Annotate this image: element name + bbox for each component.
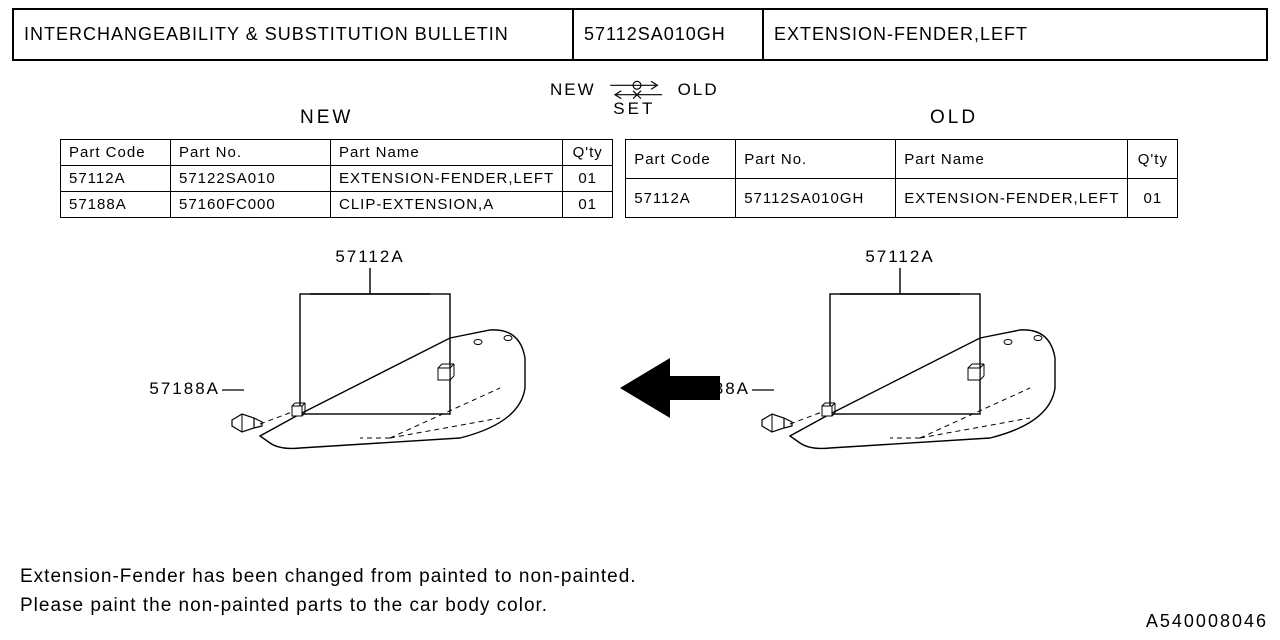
table-row: 57188A 57160FC000 CLIP-EXTENSION,A 01: [61, 192, 613, 218]
cell-no: 57160FC000: [171, 192, 331, 218]
col-qty: Q'ty: [563, 140, 613, 166]
note-line1: Extension-Fender has been changed from p…: [20, 563, 637, 592]
col-partcode: Part Code: [61, 140, 171, 166]
cell-name: CLIP-EXTENSION,A: [331, 192, 563, 218]
diagram-label-a: 57112A: [335, 247, 404, 266]
cell-no: 57122SA010: [171, 166, 331, 192]
old-heading: OLD: [930, 107, 978, 129]
diagram-area: 57112A: [60, 238, 1220, 498]
right-assembly: 57112A 57188A: [679, 247, 1055, 448]
cell-code: 57112A: [626, 179, 736, 218]
cell-qty: 01: [563, 166, 613, 192]
col-partname: Part Name: [896, 140, 1128, 179]
tables-row: Part Code Part No. Part Name Q'ty 57112A…: [60, 139, 1220, 218]
footnote: Extension-Fender has been changed from p…: [20, 563, 637, 620]
cell-name: EXTENSION-FENDER,LEFT: [331, 166, 563, 192]
header-partname: EXTENSION-FENDER,LEFT: [763, 9, 1267, 60]
table-row: 57112A 57112SA010GH EXTENSION-FENDER,LEF…: [626, 179, 1178, 218]
cell-name: EXTENSION-FENDER,LEFT: [896, 179, 1128, 218]
set-caption: SET: [550, 99, 719, 119]
document-id: A540008046: [1146, 611, 1268, 632]
col-qty: Q'ty: [1128, 140, 1178, 179]
cell-qty: 01: [563, 192, 613, 218]
set-row: NEW OLD NEW OLD SET: [60, 79, 1220, 139]
note-line2: Please paint the non-painted parts to th…: [20, 592, 637, 621]
set-arrows-icon: [602, 79, 672, 101]
header-partno: 57112SA010GH: [573, 9, 763, 60]
col-partcode: Part Code: [626, 140, 736, 179]
table-header-row: Part Code Part No. Part Name Q'ty: [626, 140, 1178, 179]
table-header-row: Part Code Part No. Part Name Q'ty: [61, 140, 613, 166]
col-partno: Part No.: [171, 140, 331, 166]
set-old-label: OLD: [678, 80, 719, 100]
diagram-label-a-r: 57112A: [865, 247, 934, 266]
cell-code: 57112A: [61, 166, 171, 192]
new-parts-table: Part Code Part No. Part Name Q'ty 57112A…: [60, 139, 613, 218]
cell-qty: 01: [1128, 179, 1178, 218]
table-row: 57112A 57122SA010 EXTENSION-FENDER,LEFT …: [61, 166, 613, 192]
set-block: NEW OLD SET: [550, 79, 719, 119]
col-partname: Part Name: [331, 140, 563, 166]
old-parts-table: Part Code Part No. Part Name Q'ty 57112A…: [625, 139, 1178, 218]
header-table: INTERCHANGEABILITY & SUBSTITUTION BULLET…: [12, 8, 1268, 61]
new-heading: NEW: [300, 107, 353, 129]
cell-code: 57188A: [61, 192, 171, 218]
left-assembly: 57112A: [149, 247, 525, 448]
col-partno: Part No.: [736, 140, 896, 179]
set-new-label: NEW: [550, 80, 596, 100]
diagram-label-b-r: 57188A: [679, 379, 750, 398]
diagram-svg: 57112A: [60, 238, 1220, 498]
cell-no: 57112SA010GH: [736, 179, 896, 218]
diagram-label-b: 57188A: [149, 379, 220, 398]
header-title: INTERCHANGEABILITY & SUBSTITUTION BULLET…: [13, 9, 573, 60]
